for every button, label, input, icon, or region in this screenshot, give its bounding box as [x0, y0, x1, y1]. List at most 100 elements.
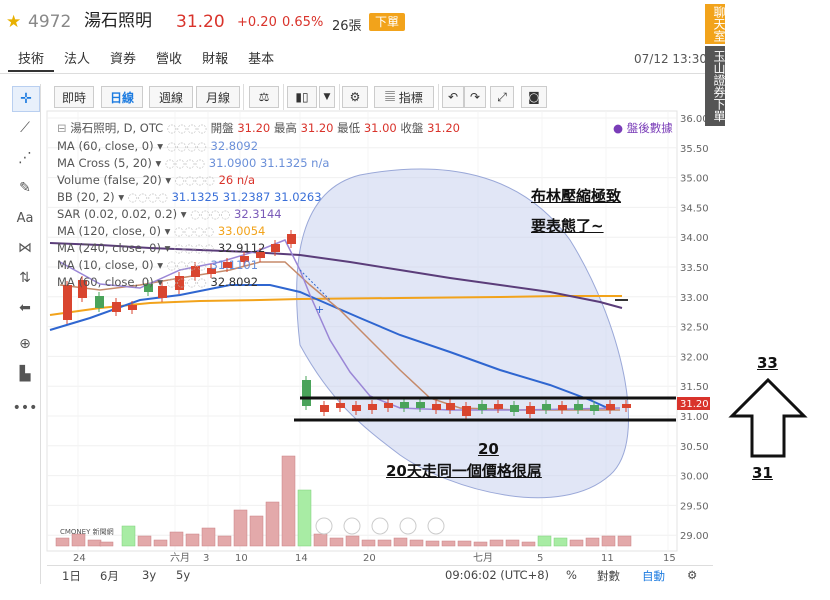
candle-body	[271, 244, 280, 252]
chevron-down-icon[interactable]: ▼	[319, 86, 335, 108]
brush-icon[interactable]: ✎	[19, 180, 31, 196]
fibonacci-icon[interactable]: ⋰	[18, 150, 32, 166]
legend-row[interactable]: MA (60, close, 0) ▾ ◌◌◌◌ 32.8092	[57, 138, 258, 154]
chart-settings-icon[interactable]: ⚙	[687, 568, 698, 582]
toolbar-divider	[283, 84, 284, 110]
volume-bar	[329, 537, 344, 547]
legend-row-tools[interactable]: ◌◌◌◌	[166, 275, 211, 289]
after-hours-link[interactable]: ● 盤後數據	[613, 121, 673, 135]
volume-bar	[169, 531, 184, 547]
candle-body	[175, 276, 184, 290]
tab-technical[interactable]: 技術	[8, 50, 55, 72]
legend-row-tools[interactable]: ◌◌◌◌	[174, 173, 219, 187]
candle-body	[112, 302, 121, 312]
close-value: 31.20	[427, 121, 461, 135]
camera-icon[interactable]: ◙	[521, 86, 547, 108]
volume-bar	[505, 539, 520, 547]
auto-toggle[interactable]: 自動	[642, 569, 665, 583]
clock-time: 09:06:02 (UTC+8)	[445, 568, 550, 582]
volume-bar	[249, 515, 264, 547]
candle-body	[240, 256, 249, 262]
volume-bar	[377, 539, 392, 547]
candle-body	[526, 406, 535, 414]
high-value: 31.20	[300, 121, 334, 135]
more-icon[interactable]: •••	[12, 400, 38, 416]
ma-120-line	[49, 242, 623, 309]
legend-row[interactable]: BB (20, 2) ▾ ◌◌◌◌ 31.1325 31.2387 31.026…	[57, 189, 322, 205]
tab-revenue[interactable]: 營收	[156, 52, 183, 67]
legend-row[interactable]: MA (240, close, 0) ▾ ◌◌◌◌ 32.9112	[57, 240, 265, 256]
pattern-icon[interactable]: ⋈	[18, 240, 32, 256]
weekly-button[interactable]: 週線	[149, 86, 193, 108]
price-tick: 31.00	[680, 412, 709, 423]
indicators-icon: 𝄚	[385, 89, 395, 104]
crosshair-icon[interactable]: ✛	[12, 86, 40, 112]
candle-body	[128, 305, 137, 310]
fullscreen-icon[interactable]: ⤢	[490, 86, 514, 108]
bollinger-note-line2: 要表態了~	[531, 217, 604, 235]
order-button[interactable]: 下單	[369, 13, 406, 31]
range-1d-button[interactable]: 1日	[62, 569, 81, 583]
monthly-button[interactable]: 月線	[196, 86, 240, 108]
chart-zoom-controls	[315, 517, 445, 535]
indicators-button[interactable]: 𝄚 指標	[374, 86, 434, 108]
tab-institutional[interactable]: 法人	[64, 52, 91, 67]
legend-row[interactable]: MA Cross (5, 20) ▾ ◌◌◌◌ 31.0900 31.1325 …	[57, 155, 329, 171]
broker-order-button[interactable]: 玉山證券下單	[705, 46, 726, 126]
arrow-base-label: 31	[752, 464, 773, 482]
trendline-icon[interactable]: ⟋	[20, 120, 30, 136]
daily-button[interactable]: 日線	[101, 86, 143, 108]
candle-body	[622, 404, 631, 408]
candle-body	[287, 234, 296, 244]
text-tool-icon[interactable]: Aa	[16, 210, 34, 226]
legend-row-tools[interactable]: ◌◌◌◌	[174, 241, 218, 255]
chat-room-button[interactable]: 聊天室	[705, 4, 726, 44]
tab-margin[interactable]: 資券	[110, 52, 137, 67]
percent-toggle[interactable]: %	[566, 568, 577, 582]
volume-bar	[233, 509, 248, 547]
legend-row-label: MA (60, close, 0) ▾	[57, 139, 167, 153]
tab-financials[interactable]: 財報	[202, 52, 229, 67]
tab-basic[interactable]: 基本	[248, 52, 275, 67]
candle-body	[558, 405, 567, 410]
back-arrow-icon[interactable]: ⬅	[19, 300, 31, 316]
candle-body	[302, 380, 311, 406]
ruler-icon[interactable]: ▙	[19, 366, 31, 382]
legend-row-tools[interactable]: ◌◌◌◌	[190, 207, 235, 221]
legend-row-tools[interactable]: ◌◌◌◌	[127, 190, 172, 204]
legend-row[interactable]: MA (60, close, 0) ▾ ◌◌◌◌ 32.8092	[57, 274, 258, 290]
settings-gear-icon[interactable]: ⚙	[342, 86, 368, 108]
legend-row-values: 33.0054	[217, 224, 266, 238]
price-change-pct: 0.65%	[282, 15, 324, 30]
date-tick: 24	[73, 553, 86, 564]
redo-icon[interactable]: ↷	[464, 86, 486, 108]
undo-icon[interactable]: ↶	[442, 86, 464, 108]
measure-icon[interactable]: ⇅	[19, 270, 31, 286]
legend-row-values: 32.8092	[210, 139, 259, 153]
legend-row-tools[interactable]: ◌◌◌◌	[166, 258, 211, 272]
legend-row-tools[interactable]: ◌◌◌◌	[166, 139, 211, 153]
legend-row[interactable]: SAR (0.02, 0.02, 0.2) ▾ ◌◌◌◌ 32.3144	[57, 206, 282, 222]
range-6m-button[interactable]: 6月	[100, 569, 119, 583]
range-5y-button[interactable]: 5y	[176, 568, 191, 582]
cmoney-logo: CMONEY 新聞網	[60, 528, 114, 536]
price-tick: 34.00	[680, 233, 709, 244]
zoom-icon[interactable]: ⊕	[19, 336, 31, 352]
chart-legend: ⊟ 湯石照明, D, OTC ◌◌◌◌ 開盤 31.20 最高 31.20 最低…	[47, 118, 687, 290]
star-icon[interactable]: ★	[6, 12, 22, 32]
range-3y-button[interactable]: 3y	[142, 568, 157, 582]
candle-body	[384, 403, 393, 408]
log-toggle[interactable]: 對數	[597, 569, 620, 583]
legend-row-tools[interactable]: ◌◌◌◌	[164, 156, 209, 170]
open-value: 31.20	[237, 121, 271, 135]
compare-icon[interactable]: ⚖	[249, 86, 279, 108]
volume-bar	[201, 527, 216, 547]
legend-row-tools[interactable]: ◌◌◌◌	[174, 224, 218, 238]
realtime-button[interactable]: 即時	[54, 86, 94, 108]
trade-volume: 26張	[332, 19, 362, 34]
legend-row[interactable]: MA (10, close, 0) ▾ ◌◌◌◌ 31.1101	[57, 257, 258, 273]
legend-row[interactable]: MA (120, close, 0) ▾ ◌◌◌◌ 33.0054	[57, 223, 265, 239]
candlestick-icon[interactable]: ▮▯	[287, 86, 317, 108]
legend-row[interactable]: Volume (false, 20) ▾ ◌◌◌◌ 26 n/a	[57, 172, 255, 188]
